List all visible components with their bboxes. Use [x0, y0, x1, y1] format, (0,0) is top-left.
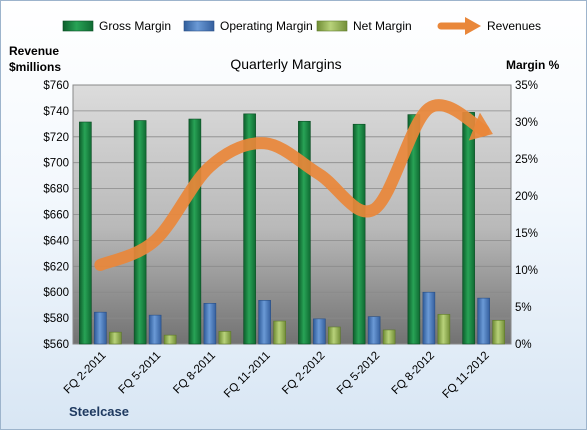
left-tick-label: $700 — [43, 158, 69, 170]
right-tick-label: 35% — [515, 80, 538, 92]
legend-arrow-revenues — [465, 17, 481, 35]
left-tick-label: $680 — [43, 184, 69, 196]
legend-swatch-net-margin — [316, 20, 348, 32]
bars — [79, 112, 505, 345]
legend-swatch-gross-margin — [62, 20, 94, 32]
bar-gross-margin — [352, 123, 366, 345]
right-tick-label: 25% — [515, 154, 538, 166]
legend-swatch-operating-margin — [183, 20, 215, 32]
left-tick-label: $720 — [43, 132, 69, 144]
x-tick-label: FQ 2-2012 — [280, 350, 327, 397]
bar-operating-margin — [258, 300, 271, 345]
right-tick-label: 15% — [515, 228, 538, 240]
bar-net-margin — [492, 320, 505, 345]
x-axis-ticks: FQ 2-2011 FQ 5-2011 FQ 8-2011 FQ 11-2011 FQ … — [62, 350, 492, 401]
legend-label-gross-margin: Gross Margin — [99, 19, 171, 33]
left-tick-label: $620 — [43, 261, 69, 273]
left-tick-label: $600 — [43, 287, 69, 299]
left-tick-label: $640 — [43, 235, 69, 247]
bar-gross-margin — [188, 118, 202, 345]
bar-net-margin — [218, 331, 232, 345]
bar-net-margin — [328, 326, 341, 345]
bar-operating-margin — [367, 316, 381, 345]
bar-gross-margin — [407, 114, 421, 345]
bar-operating-margin — [477, 297, 490, 345]
x-tick-label: FQ 5-2011 — [116, 350, 163, 397]
bar-net-margin — [109, 331, 122, 345]
left-tick-label: $580 — [43, 313, 69, 325]
left-axis-title-line2: $millions — [9, 60, 61, 74]
revenue-line-layer — [94, 99, 493, 272]
revenues-line — [94, 99, 490, 272]
x-tick-label: FQ 8-2012 — [390, 350, 437, 397]
left-tick-label: $560 — [43, 339, 69, 351]
legend-label-net-margin: Net Margin — [353, 19, 412, 33]
right-tick-label: 30% — [515, 117, 538, 129]
right-tick-label: 5% — [515, 302, 532, 314]
right-axis-ticks: 0% 5% 10% 15% 20% 25% 30% 35% — [515, 80, 538, 351]
bar-gross-margin — [462, 112, 475, 345]
x-tick-label: FQ 2-2011 — [62, 350, 109, 397]
x-tick-label: FQ 11-2012 — [440, 350, 491, 401]
left-axis-title-line1: Revenue — [9, 44, 59, 58]
left-tick-label: $740 — [43, 106, 69, 118]
legend-label-revenues: Revenues — [487, 19, 541, 33]
bar-operating-margin — [313, 318, 326, 345]
revenues-arrowhead — [468, 112, 493, 141]
left-axis-ticks: $560 $580 $600 $620 $640 $660 $680 $700 $720 $740… — [43, 80, 69, 351]
bar-gross-margin — [298, 120, 311, 345]
right-axis-title: Margin % — [506, 58, 560, 72]
bar-net-margin — [273, 320, 286, 345]
plot-border — [72, 84, 512, 345]
right-tick-label: 20% — [515, 191, 538, 203]
legend: Gross Margin Operating Margin Net Margin Re… — [62, 17, 541, 35]
right-tick-label: 10% — [515, 265, 538, 277]
left-tick-label: $760 — [43, 80, 69, 92]
bar-operating-margin — [148, 314, 162, 345]
company-label: Steelcase — [69, 404, 129, 419]
x-tick-label: FQ 11-2011 — [222, 350, 273, 401]
bar-operating-margin — [203, 302, 217, 345]
bar-operating-margin — [422, 291, 436, 345]
bar-operating-margin — [94, 311, 107, 345]
bar-gross-margin — [243, 113, 256, 345]
chart-title: Quarterly Margins — [230, 56, 341, 72]
bar-gross-margin — [79, 121, 92, 345]
x-tick-label: FQ 5-2012 — [335, 350, 382, 397]
bar-net-margin — [437, 314, 451, 345]
right-tick-label: 0% — [515, 339, 532, 351]
legend-label-operating-margin: Operating Margin — [220, 19, 313, 33]
bar-gross-margin — [133, 120, 147, 345]
bar-net-margin — [163, 334, 177, 345]
x-tick-label: FQ 8-2011 — [171, 350, 218, 397]
left-tick-label: $660 — [43, 210, 69, 222]
bar-net-margin — [382, 329, 396, 345]
